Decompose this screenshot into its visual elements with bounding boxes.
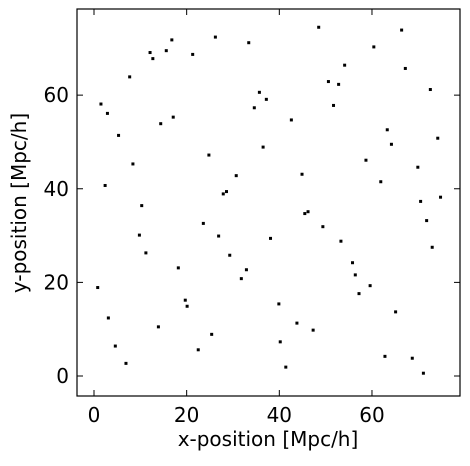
point (278, 340, 282, 344)
point (416, 165, 420, 169)
plot-frame (76, 8, 461, 397)
point (385, 128, 389, 132)
point (148, 51, 152, 55)
point (247, 41, 251, 45)
point (221, 192, 225, 196)
y-tick-label: 20 (44, 270, 69, 294)
point (99, 102, 103, 106)
y-tick-label: 0 (56, 364, 69, 388)
point (436, 136, 440, 140)
point (185, 304, 189, 308)
point (379, 180, 383, 184)
point (421, 371, 425, 375)
point (289, 118, 293, 122)
point (213, 35, 217, 39)
point (284, 365, 288, 369)
point (389, 142, 393, 146)
x-tick-label: 60 (359, 403, 384, 427)
point (113, 344, 117, 348)
point (140, 204, 144, 208)
point (400, 28, 404, 32)
point (317, 25, 321, 29)
point (368, 284, 372, 288)
point (277, 302, 281, 306)
point (300, 172, 304, 176)
point (311, 328, 315, 332)
point (261, 145, 265, 149)
point (403, 66, 407, 70)
point (117, 133, 121, 137)
point (332, 103, 336, 107)
point (383, 354, 387, 358)
point (105, 111, 109, 115)
point (124, 361, 128, 365)
point (128, 75, 132, 79)
point (217, 234, 221, 238)
point (337, 82, 341, 86)
point (351, 261, 355, 265)
point (103, 183, 107, 187)
point (425, 219, 429, 223)
point (439, 195, 443, 199)
y-axis-label: y-position [Mpc/h] (7, 113, 31, 293)
point (394, 310, 398, 314)
point (137, 233, 141, 237)
point (372, 45, 376, 49)
point (428, 88, 432, 92)
point (364, 158, 368, 162)
point (156, 325, 160, 329)
point (183, 298, 187, 302)
point (201, 221, 205, 225)
point (264, 97, 268, 101)
point (176, 266, 180, 270)
x-tick-label: 40 (267, 403, 292, 427)
point (159, 122, 163, 126)
point (106, 316, 110, 320)
point (210, 332, 214, 336)
point (225, 190, 229, 194)
point (131, 162, 135, 166)
point (196, 348, 200, 352)
y-tick-label: 60 (44, 83, 69, 107)
point (419, 199, 423, 203)
x-axis-label: x-position [Mpc/h] (178, 427, 359, 451)
point (96, 286, 100, 290)
point (295, 321, 299, 325)
point (303, 212, 307, 216)
point (171, 115, 175, 119)
x-tick-label: 0 (88, 403, 101, 427)
point (257, 90, 261, 94)
point (191, 52, 195, 56)
point (321, 225, 325, 229)
point (244, 268, 248, 272)
point (252, 106, 256, 110)
point (269, 236, 273, 240)
point (357, 292, 361, 296)
point (353, 273, 357, 277)
point (144, 251, 148, 255)
point (326, 80, 330, 84)
point (306, 210, 310, 214)
point (228, 253, 232, 257)
point (410, 356, 414, 360)
point (151, 57, 155, 61)
x-tick-label: 20 (174, 403, 199, 427)
y-tick-label: 40 (44, 177, 69, 201)
point (170, 38, 174, 42)
point (164, 49, 168, 53)
point (343, 63, 347, 67)
point (207, 153, 211, 157)
point (430, 245, 434, 249)
point (234, 174, 238, 178)
point (339, 239, 343, 243)
point (239, 277, 243, 281)
